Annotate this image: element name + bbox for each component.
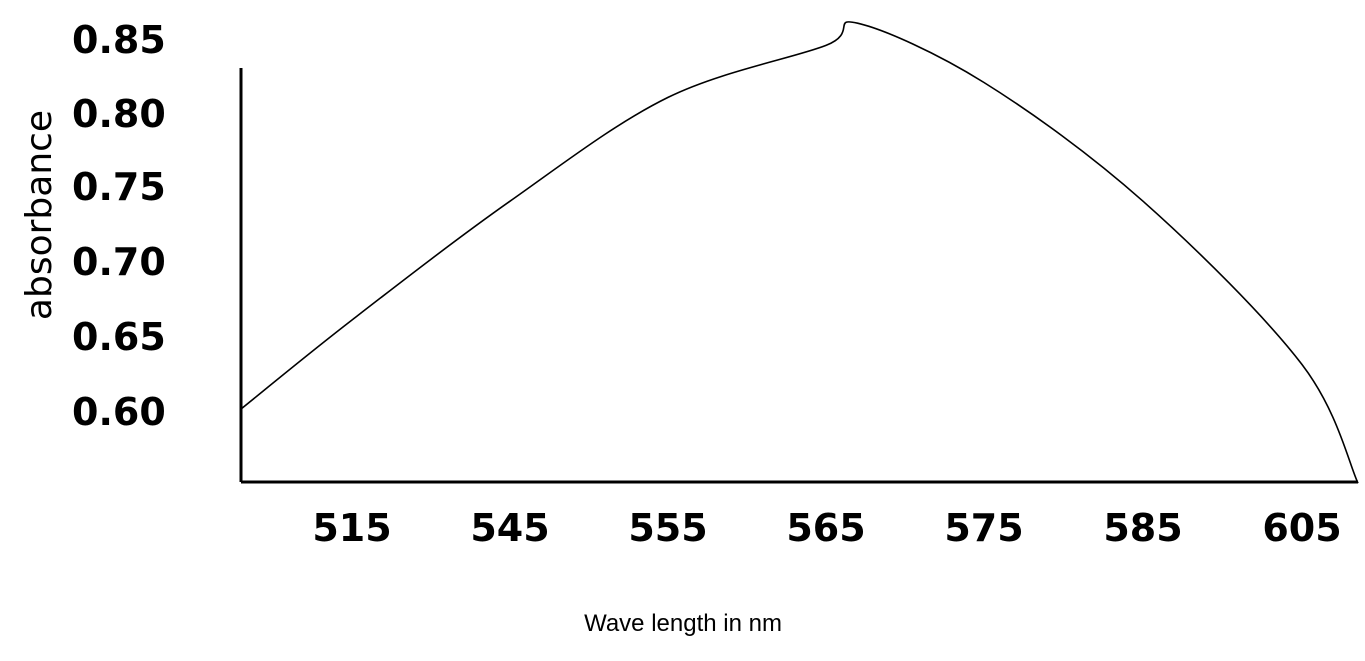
y-tick-labels: 0.85 0.80 0.75 0.70 0.65 0.60 bbox=[72, 18, 166, 434]
y-tick-label: 0.75 bbox=[72, 165, 166, 209]
y-tick-label: 0.60 bbox=[72, 390, 166, 434]
x-tick-label: 585 bbox=[1103, 506, 1182, 550]
series-points bbox=[239, 21, 1360, 485]
y-tick-label: 0.85 bbox=[72, 18, 166, 62]
x-tick-label: 575 bbox=[944, 506, 1023, 550]
x-tick-label: 605 bbox=[1262, 506, 1341, 550]
x-tick-label: 515 bbox=[312, 506, 391, 550]
x-tick-label: 545 bbox=[470, 506, 549, 550]
y-tick-label: 0.70 bbox=[72, 240, 166, 284]
y-tick-label: 0.65 bbox=[72, 315, 166, 359]
series-line bbox=[240, 21, 1359, 484]
x-tick-labels: 515 545 555 565 575 585 605 bbox=[312, 506, 1341, 550]
y-tick-label: 0.80 bbox=[72, 92, 166, 136]
y-axis-title: absorbance bbox=[19, 110, 60, 320]
x-tick-label: 555 bbox=[628, 506, 707, 550]
x-axis-title: Wave length in nm bbox=[584, 610, 782, 637]
x-tick-label: 565 bbox=[786, 506, 865, 550]
